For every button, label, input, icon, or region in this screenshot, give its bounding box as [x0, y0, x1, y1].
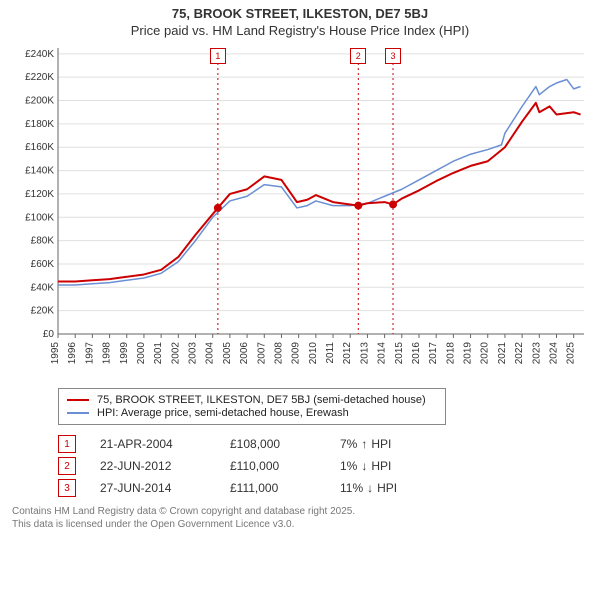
svg-text:1995: 1995	[50, 342, 61, 365]
svg-text:2004: 2004	[205, 342, 216, 365]
sale-price: £108,000	[230, 437, 340, 451]
legend: 75, BROOK STREET, ILKESTON, DE7 5BJ (sem…	[58, 388, 446, 425]
footer-line2: This data is licensed under the Open Gov…	[12, 518, 600, 531]
sale-diff-pct: 11%	[340, 481, 363, 495]
legend-swatch	[67, 412, 89, 414]
sale-diff-label: HPI	[377, 481, 397, 495]
svg-text:2008: 2008	[273, 342, 284, 365]
sale-marker-number: 1	[210, 48, 226, 64]
sales-table: 1 21-APR-2004£108,0007% ↑ HPI 2 22-JUN-2012£1…	[58, 435, 600, 497]
svg-text:2021: 2021	[497, 342, 508, 365]
svg-text:1999: 1999	[119, 342, 130, 365]
svg-text:£200K: £200K	[25, 96, 54, 107]
sale-price: £111,000	[230, 481, 340, 495]
sale-marker-number: 2	[350, 48, 366, 64]
svg-text:2002: 2002	[170, 342, 181, 365]
sale-price: £110,000	[230, 459, 340, 473]
svg-text:2024: 2024	[548, 342, 559, 365]
svg-text:2018: 2018	[445, 342, 456, 365]
svg-text:£120K: £120K	[25, 189, 54, 200]
svg-text:2022: 2022	[514, 342, 525, 365]
legend-swatch	[67, 399, 89, 401]
sale-diff: 11% ↓ HPI	[340, 481, 397, 495]
svg-text:2013: 2013	[359, 342, 370, 365]
svg-text:£40K: £40K	[31, 282, 55, 293]
line-chart-svg: £0 £20K £40K £60K £80K £100K £120K £140K £160K £1…	[10, 42, 590, 382]
svg-text:£80K: £80K	[31, 236, 55, 247]
arrow-up-icon: ↑	[361, 437, 367, 451]
svg-text:£20K: £20K	[31, 306, 55, 317]
sale-date: 22-JUN-2012	[100, 459, 230, 473]
svg-text:£220K: £220K	[25, 72, 54, 83]
svg-text:£240K: £240K	[25, 49, 54, 60]
svg-text:2025: 2025	[566, 342, 577, 365]
sale-diff: 1% ↓ HPI	[340, 459, 391, 473]
sale-diff-pct: 7%	[340, 437, 357, 451]
svg-text:2014: 2014	[377, 342, 388, 365]
sale-date: 21-APR-2004	[100, 437, 230, 451]
svg-text:2017: 2017	[428, 342, 439, 365]
sale-diff-label: HPI	[371, 437, 391, 451]
svg-text:£160K: £160K	[25, 142, 54, 153]
svg-text:2007: 2007	[256, 342, 267, 365]
sale-date: 27-JUN-2014	[100, 481, 230, 495]
chart-subtitle: Price paid vs. HM Land Registry's House …	[0, 23, 600, 38]
chart-title-block: 75, BROOK STREET, ILKESTON, DE7 5BJ Pric…	[0, 0, 600, 38]
svg-text:2003: 2003	[188, 342, 199, 365]
legend-item: HPI: Average price, semi-detached house,…	[67, 407, 437, 419]
svg-text:1996: 1996	[67, 342, 78, 365]
legend-label: 75, BROOK STREET, ILKESTON, DE7 5BJ (sem…	[97, 394, 426, 406]
svg-text:2006: 2006	[239, 342, 250, 365]
sale-diff: 7% ↑ HPI	[340, 437, 391, 451]
svg-text:2010: 2010	[308, 342, 319, 365]
svg-text:2012: 2012	[342, 342, 353, 365]
arrow-down-icon: ↓	[367, 481, 373, 495]
svg-text:2011: 2011	[325, 342, 336, 364]
chart-title: 75, BROOK STREET, ILKESTON, DE7 5BJ	[0, 6, 600, 21]
sale-number-box: 3	[58, 479, 76, 497]
sales-row: 1 21-APR-2004£108,0007% ↑ HPI	[58, 435, 600, 453]
svg-text:£140K: £140K	[25, 166, 54, 177]
svg-text:£100K: £100K	[25, 212, 54, 223]
sale-number-box: 2	[58, 457, 76, 475]
sales-row: 3 27-JUN-2014£111,00011% ↓ HPI	[58, 479, 600, 497]
svg-text:2000: 2000	[136, 342, 147, 365]
footer-line1: Contains HM Land Registry data © Crown c…	[12, 505, 600, 518]
svg-text:1997: 1997	[84, 342, 95, 365]
sale-diff-pct: 1%	[340, 459, 357, 473]
svg-text:2015: 2015	[394, 342, 405, 365]
svg-text:1998: 1998	[102, 342, 113, 365]
svg-text:£0: £0	[43, 329, 55, 340]
footer-attribution: Contains HM Land Registry data © Crown c…	[12, 505, 600, 531]
svg-text:£60K: £60K	[31, 259, 55, 270]
svg-text:2016: 2016	[411, 342, 422, 365]
svg-text:£180K: £180K	[25, 119, 54, 130]
legend-item: 75, BROOK STREET, ILKESTON, DE7 5BJ (sem…	[67, 394, 437, 406]
svg-text:2020: 2020	[480, 342, 491, 365]
svg-text:2001: 2001	[153, 342, 164, 365]
sale-diff-label: HPI	[371, 459, 391, 473]
sales-row: 2 22-JUN-2012£110,0001% ↓ HPI	[58, 457, 600, 475]
svg-text:2019: 2019	[463, 342, 474, 365]
sale-marker-number: 3	[385, 48, 401, 64]
svg-text:2023: 2023	[531, 342, 542, 365]
legend-label: HPI: Average price, semi-detached house,…	[97, 407, 349, 419]
svg-text:2005: 2005	[222, 342, 233, 365]
arrow-down-icon: ↓	[361, 459, 367, 473]
sale-number-box: 1	[58, 435, 76, 453]
svg-text:2009: 2009	[291, 342, 302, 365]
chart-area: £0 £20K £40K £60K £80K £100K £120K £140K £160K £1…	[10, 42, 590, 382]
